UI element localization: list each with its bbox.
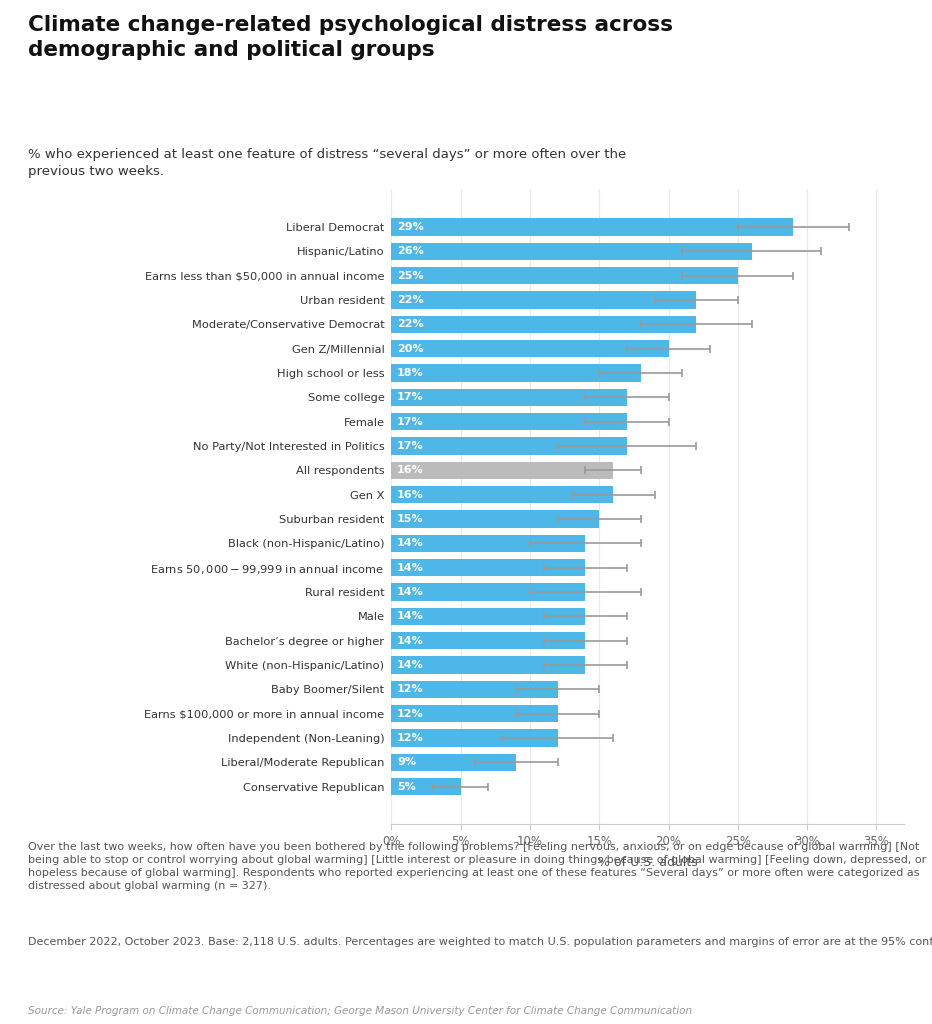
Bar (391, 389, 627, 407)
Text: % who experienced at least one feature of distress “several days” or more often : % who experienced at least one feature o… (28, 148, 626, 178)
Text: 5%: 5% (397, 781, 416, 792)
Bar (391, 632, 585, 649)
Bar (391, 681, 557, 698)
Bar (391, 705, 557, 723)
Text: 22%: 22% (397, 319, 424, 330)
Text: 14%: 14% (397, 636, 424, 646)
Text: Over the last two weeks, how often have you been bothered by the following probl: Over the last two weeks, how often have … (28, 842, 926, 891)
Text: December 2022, October 2023. Base: 2,118 U.S. adults. Percentages are weighted t: December 2022, October 2023. Base: 2,118… (28, 937, 932, 947)
Text: 14%: 14% (397, 660, 424, 670)
Text: 14%: 14% (397, 587, 424, 597)
Text: 14%: 14% (397, 539, 424, 549)
Bar (391, 340, 668, 357)
Text: 25%: 25% (397, 270, 423, 281)
Bar (391, 754, 516, 771)
Bar (391, 510, 599, 527)
Text: 12%: 12% (397, 684, 424, 694)
Bar (391, 559, 585, 577)
Text: 12%: 12% (397, 709, 424, 719)
Text: 29%: 29% (397, 222, 424, 232)
Bar (391, 729, 557, 746)
Bar (391, 365, 641, 382)
Bar (391, 413, 627, 430)
Text: Source: Yale Program on Climate Change Communication; George Mason University Ce: Source: Yale Program on Climate Change C… (28, 1006, 692, 1016)
Bar (391, 462, 613, 479)
Text: 16%: 16% (397, 489, 424, 500)
Text: 22%: 22% (397, 295, 424, 305)
Text: 20%: 20% (397, 344, 423, 353)
Text: 17%: 17% (397, 441, 424, 451)
Bar (391, 778, 460, 796)
Text: 17%: 17% (397, 417, 424, 427)
Bar (391, 437, 627, 455)
Bar (391, 243, 751, 260)
Bar (391, 267, 738, 285)
Bar (391, 656, 585, 674)
Text: 15%: 15% (397, 514, 423, 524)
Text: 17%: 17% (397, 392, 424, 402)
Text: 12%: 12% (397, 733, 424, 743)
Text: Climate change-related psychological distress across
demographic and political g: Climate change-related psychological dis… (28, 15, 673, 60)
Bar (391, 584, 585, 601)
Bar (391, 315, 696, 333)
Text: 16%: 16% (397, 465, 424, 475)
X-axis label: % of U.S. adults: % of U.S. adults (597, 856, 698, 869)
Bar (391, 486, 613, 504)
Text: 14%: 14% (397, 611, 424, 622)
Bar (391, 535, 585, 552)
Text: 26%: 26% (397, 247, 424, 256)
Bar (391, 291, 696, 309)
Bar (391, 218, 793, 236)
Bar (391, 607, 585, 625)
Text: 18%: 18% (397, 368, 424, 378)
Text: 9%: 9% (397, 758, 416, 767)
Text: 14%: 14% (397, 563, 424, 572)
